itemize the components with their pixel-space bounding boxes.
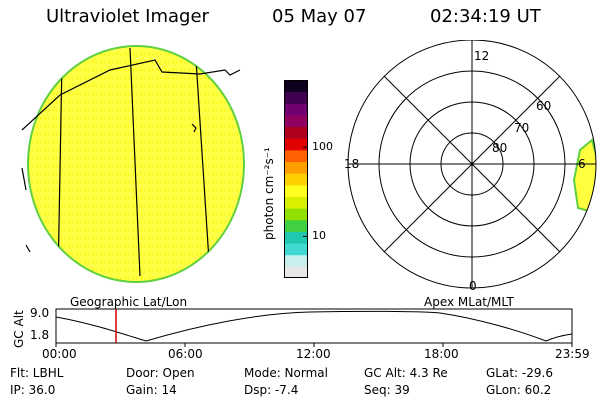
colorbar-band: [284, 173, 308, 186]
status-dsp: Dsp: -7.4: [244, 383, 299, 397]
earth-disk: [27, 45, 245, 283]
coastline: [21, 167, 31, 253]
colorbar-band: [284, 114, 308, 128]
colorbar-frame: [284, 80, 308, 278]
colorbar-tick-100: 100: [312, 140, 333, 153]
status-door: Door: Open: [126, 366, 195, 380]
status-filter: Flt: LBHL: [10, 366, 64, 380]
colorbar-band: [284, 138, 308, 151]
meridian-line: [195, 59, 211, 277]
lat-label-70: 70: [514, 121, 529, 135]
colorbar-tick-10: 10: [312, 229, 326, 242]
lat-label-60: 60: [536, 99, 551, 113]
gc-xtick-0000: 00:00: [42, 347, 77, 361]
colorbar-band: [284, 149, 308, 163]
lat-label-80: 80: [492, 141, 507, 155]
colorbar-band: [284, 103, 308, 116]
coastline: [21, 59, 241, 131]
colorbar-band: [284, 208, 308, 221]
coastline: [191, 123, 197, 133]
status-seq: Seq: 39: [364, 383, 410, 397]
status-glat: GLat: -29.6: [486, 366, 553, 380]
colorbar-band: [284, 80, 308, 93]
mlt-label-18: 18: [344, 157, 359, 171]
gc-ytick-low: 1.8: [30, 328, 50, 342]
gc-xtick-1800: 18:00: [424, 347, 459, 361]
gc-alt-curve: [55, 310, 573, 342]
date-label: 05 May 07: [272, 6, 367, 27]
colorbar-band: [284, 219, 308, 232]
meridian-line: [57, 59, 63, 281]
polar-diagonal: [383, 75, 561, 253]
colorbar-band: [284, 126, 308, 139]
app-title: Ultraviolet Imager: [46, 6, 209, 27]
aurora-region: [572, 138, 596, 214]
gc-xtick-0600: 06:00: [168, 347, 203, 361]
polar-plot: 12 18 0 6 60 70 80: [344, 40, 597, 293]
colorbar-band: [284, 161, 308, 174]
colorbar-band: [284, 231, 308, 244]
colorbar-band: [284, 196, 308, 209]
gc-xtick-1200: 12:00: [296, 347, 331, 361]
gc-xtick-2359: 23:59: [555, 347, 590, 361]
mlt-label-6: 6: [578, 157, 586, 171]
status-mode: Mode: Normal: [244, 366, 328, 380]
gc-plot-frame: [55, 308, 573, 344]
mlt-label-12: 12: [474, 49, 489, 63]
mlt-label-0: 0: [469, 279, 477, 293]
time-label: 02:34:19 UT: [430, 6, 541, 27]
geographic-image: [21, 45, 245, 283]
status-gain: Gain: 14: [126, 383, 177, 397]
gc-ylabel: GC Alt: [12, 310, 26, 348]
left-panel-caption: Geographic Lat/Lon: [70, 295, 188, 309]
right-panel-caption: Apex MLat/MLT: [424, 295, 514, 309]
meridian-line: [129, 47, 141, 277]
status-glon: GLon: 60.2: [486, 383, 552, 397]
colorbar-band: [284, 266, 308, 278]
gc-alt-plot: [55, 308, 573, 347]
status-gc-alt: GC Alt: 4.3 Re: [364, 366, 448, 380]
colorbar-band: [284, 254, 308, 267]
colorbar-band: [284, 91, 308, 104]
colorbar-unit-label: photon cm⁻²s⁻¹: [262, 147, 276, 240]
colorbar-band: [284, 184, 308, 197]
colorbar-band: [284, 243, 308, 256]
colorbar: [284, 80, 308, 278]
gc-ytick-high: 9.0: [30, 306, 50, 320]
status-ip: IP: 36.0: [10, 383, 56, 397]
